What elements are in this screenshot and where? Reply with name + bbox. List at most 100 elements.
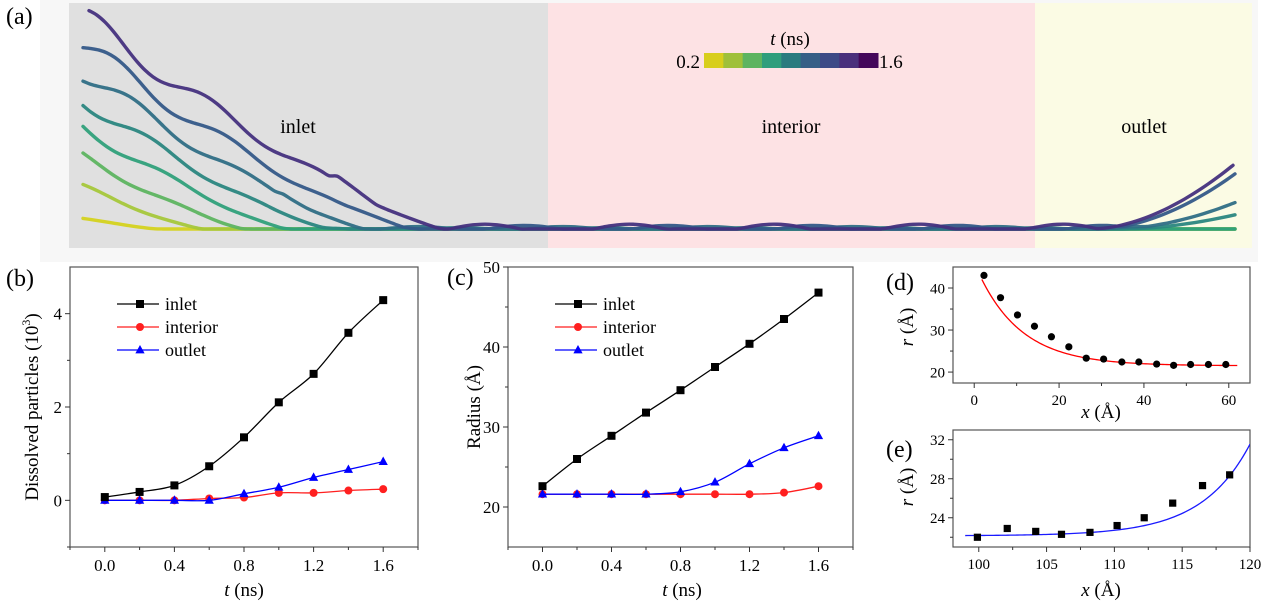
data-point-inlet bbox=[711, 363, 719, 371]
data-point-interior bbox=[309, 488, 318, 497]
legend-label-inlet: inlet bbox=[603, 294, 635, 314]
data-point-inlet bbox=[538, 482, 547, 491]
data-point bbox=[1086, 528, 1094, 536]
colorbar-swatches bbox=[704, 53, 879, 68]
panel-d-ylabel-var: r bbox=[897, 338, 918, 346]
data-point bbox=[1169, 499, 1177, 507]
plot-frame bbox=[952, 266, 1251, 384]
legend-marker-outlet bbox=[135, 344, 145, 354]
profile-curve-t1.6 bbox=[87, 8, 1235, 231]
y-tick-label: 32 bbox=[930, 433, 945, 449]
data-point bbox=[1153, 360, 1161, 368]
colorbar-swatch bbox=[820, 53, 840, 68]
plot-b: 0.0 0.4 0.8 1.2 1.6 0 2 4 inlet interior outlet bbox=[54, 266, 419, 575]
colorbar-swatch bbox=[704, 53, 724, 68]
data-point bbox=[1198, 481, 1207, 490]
colorbar-title-var: t bbox=[770, 29, 776, 50]
data-point-inlet bbox=[100, 493, 109, 502]
data-point-outlet bbox=[239, 488, 249, 498]
panel-d: (d) 0 20 40 60 20 30 40 r (Å) x (Å) bbox=[886, 266, 1251, 423]
panel-c-label: (c) bbox=[447, 265, 474, 291]
legend-marker-inlet bbox=[574, 300, 582, 308]
x-tick-label: 105 bbox=[1035, 557, 1058, 573]
data-point bbox=[996, 294, 1005, 302]
y-tick-label: 50 bbox=[483, 258, 500, 277]
colorbar-max-label: 1.6 bbox=[879, 52, 903, 73]
panel-e-xlabel-unit: (Å) bbox=[1090, 580, 1121, 601]
region-interior-label: interior bbox=[762, 116, 821, 138]
panel-b-ylabel-sup: 3 bbox=[19, 320, 33, 326]
x-tick-label: 0.4 bbox=[601, 556, 623, 575]
plot-frame bbox=[507, 266, 854, 548]
data-point-inlet bbox=[780, 315, 788, 323]
panel-d-ylabel: r (Å) bbox=[897, 308, 918, 347]
plot-c: 0.0 0.4 0.8 1.2 1.6 20 30 40 50 inlet interior outl… bbox=[483, 258, 854, 575]
panel-d-xlabel: x (Å) bbox=[1080, 402, 1121, 423]
data-point-outlet bbox=[675, 486, 686, 496]
y-tick-label: 40 bbox=[483, 338, 500, 357]
data-point-inlet bbox=[240, 433, 248, 442]
panel-e-xlabel-var: x bbox=[1080, 580, 1090, 601]
panel-d-xlabel-unit: (Å) bbox=[1090, 402, 1121, 423]
x-tick-label: 115 bbox=[1171, 557, 1193, 573]
y-tick-label: 20 bbox=[930, 365, 945, 381]
data-point-inlet bbox=[344, 328, 353, 337]
legend-label-interior: interior bbox=[165, 317, 218, 337]
data-point-outlet bbox=[710, 477, 720, 486]
data-point bbox=[1187, 360, 1195, 369]
x-tick-label: 0.4 bbox=[164, 556, 186, 575]
legend-marker-interior bbox=[574, 323, 582, 331]
colorbar-title-unit: (ns) bbox=[775, 29, 809, 50]
legend-label-outlet: outlet bbox=[603, 340, 644, 360]
data-point-inlet bbox=[676, 386, 685, 395]
colorbar-min-label: 0.2 bbox=[676, 52, 700, 73]
panel-c-xlabel-unit: (ns) bbox=[667, 580, 701, 601]
plot-d: 0 20 40 60 20 30 40 bbox=[930, 266, 1251, 409]
data-point bbox=[1030, 322, 1039, 330]
colorbar-title: t (ns) bbox=[770, 29, 810, 50]
y-tick-label: 24 bbox=[930, 511, 946, 527]
colorbar-swatch bbox=[762, 53, 782, 68]
data-point bbox=[1204, 360, 1213, 369]
data-point-interior bbox=[780, 488, 788, 497]
data-point-interior bbox=[745, 490, 754, 499]
y-tick-label: 28 bbox=[930, 472, 945, 488]
panel-d-xlabel-var: x bbox=[1080, 402, 1090, 423]
x-tick-label: 60 bbox=[1221, 393, 1236, 409]
y-tick-label: 30 bbox=[483, 418, 500, 437]
x-tick-label: 0.8 bbox=[233, 556, 254, 575]
panel-e-label: (e) bbox=[886, 437, 913, 463]
data-point-inlet bbox=[274, 398, 283, 407]
data-point bbox=[1100, 355, 1108, 363]
data-point-inlet bbox=[205, 462, 214, 471]
data-point bbox=[1170, 361, 1178, 369]
data-point-outlet bbox=[779, 442, 789, 452]
data-point bbox=[1082, 354, 1090, 362]
colorbar-swatch bbox=[858, 53, 879, 68]
colorbar: t (ns) 0.2 1.6 bbox=[676, 29, 903, 73]
region-outlet bbox=[1035, 3, 1252, 248]
plot-e: 100 105 110 115 120 24 28 32 bbox=[930, 429, 1262, 573]
panel-b-label: (b) bbox=[6, 266, 34, 292]
x-tick-label: 120 bbox=[1239, 557, 1262, 573]
panel-b-xlabel-var: t bbox=[224, 580, 230, 601]
data-point-inlet bbox=[379, 296, 388, 305]
x-tick-label: 0.8 bbox=[670, 556, 691, 575]
panel-e-xlabel: x (Å) bbox=[1080, 580, 1121, 601]
x-tick-label: 1.6 bbox=[808, 556, 829, 575]
data-point-outlet bbox=[744, 458, 755, 468]
data-point-inlet bbox=[745, 339, 754, 348]
x-tick-label: 1.2 bbox=[739, 556, 760, 575]
panel-b-ylabel: Dissolved particles (103) bbox=[19, 313, 43, 501]
data-point-outlet bbox=[606, 489, 617, 498]
data-point-interior bbox=[274, 488, 283, 497]
legend-marker-interior bbox=[136, 323, 144, 331]
panel-a: (a) inlet interior outlet t (ns) 0.2 1.6 bbox=[6, 0, 1258, 262]
legend-label-interior: interior bbox=[603, 317, 656, 337]
region-outlet-label: outlet bbox=[1121, 116, 1167, 138]
data-point-inlet bbox=[607, 431, 616, 440]
colorbar-swatch bbox=[742, 53, 763, 68]
panel-c-xlabel-var: t bbox=[662, 580, 668, 601]
panel-e-ylabel-var: r bbox=[897, 498, 918, 506]
plot-frame bbox=[69, 266, 419, 548]
